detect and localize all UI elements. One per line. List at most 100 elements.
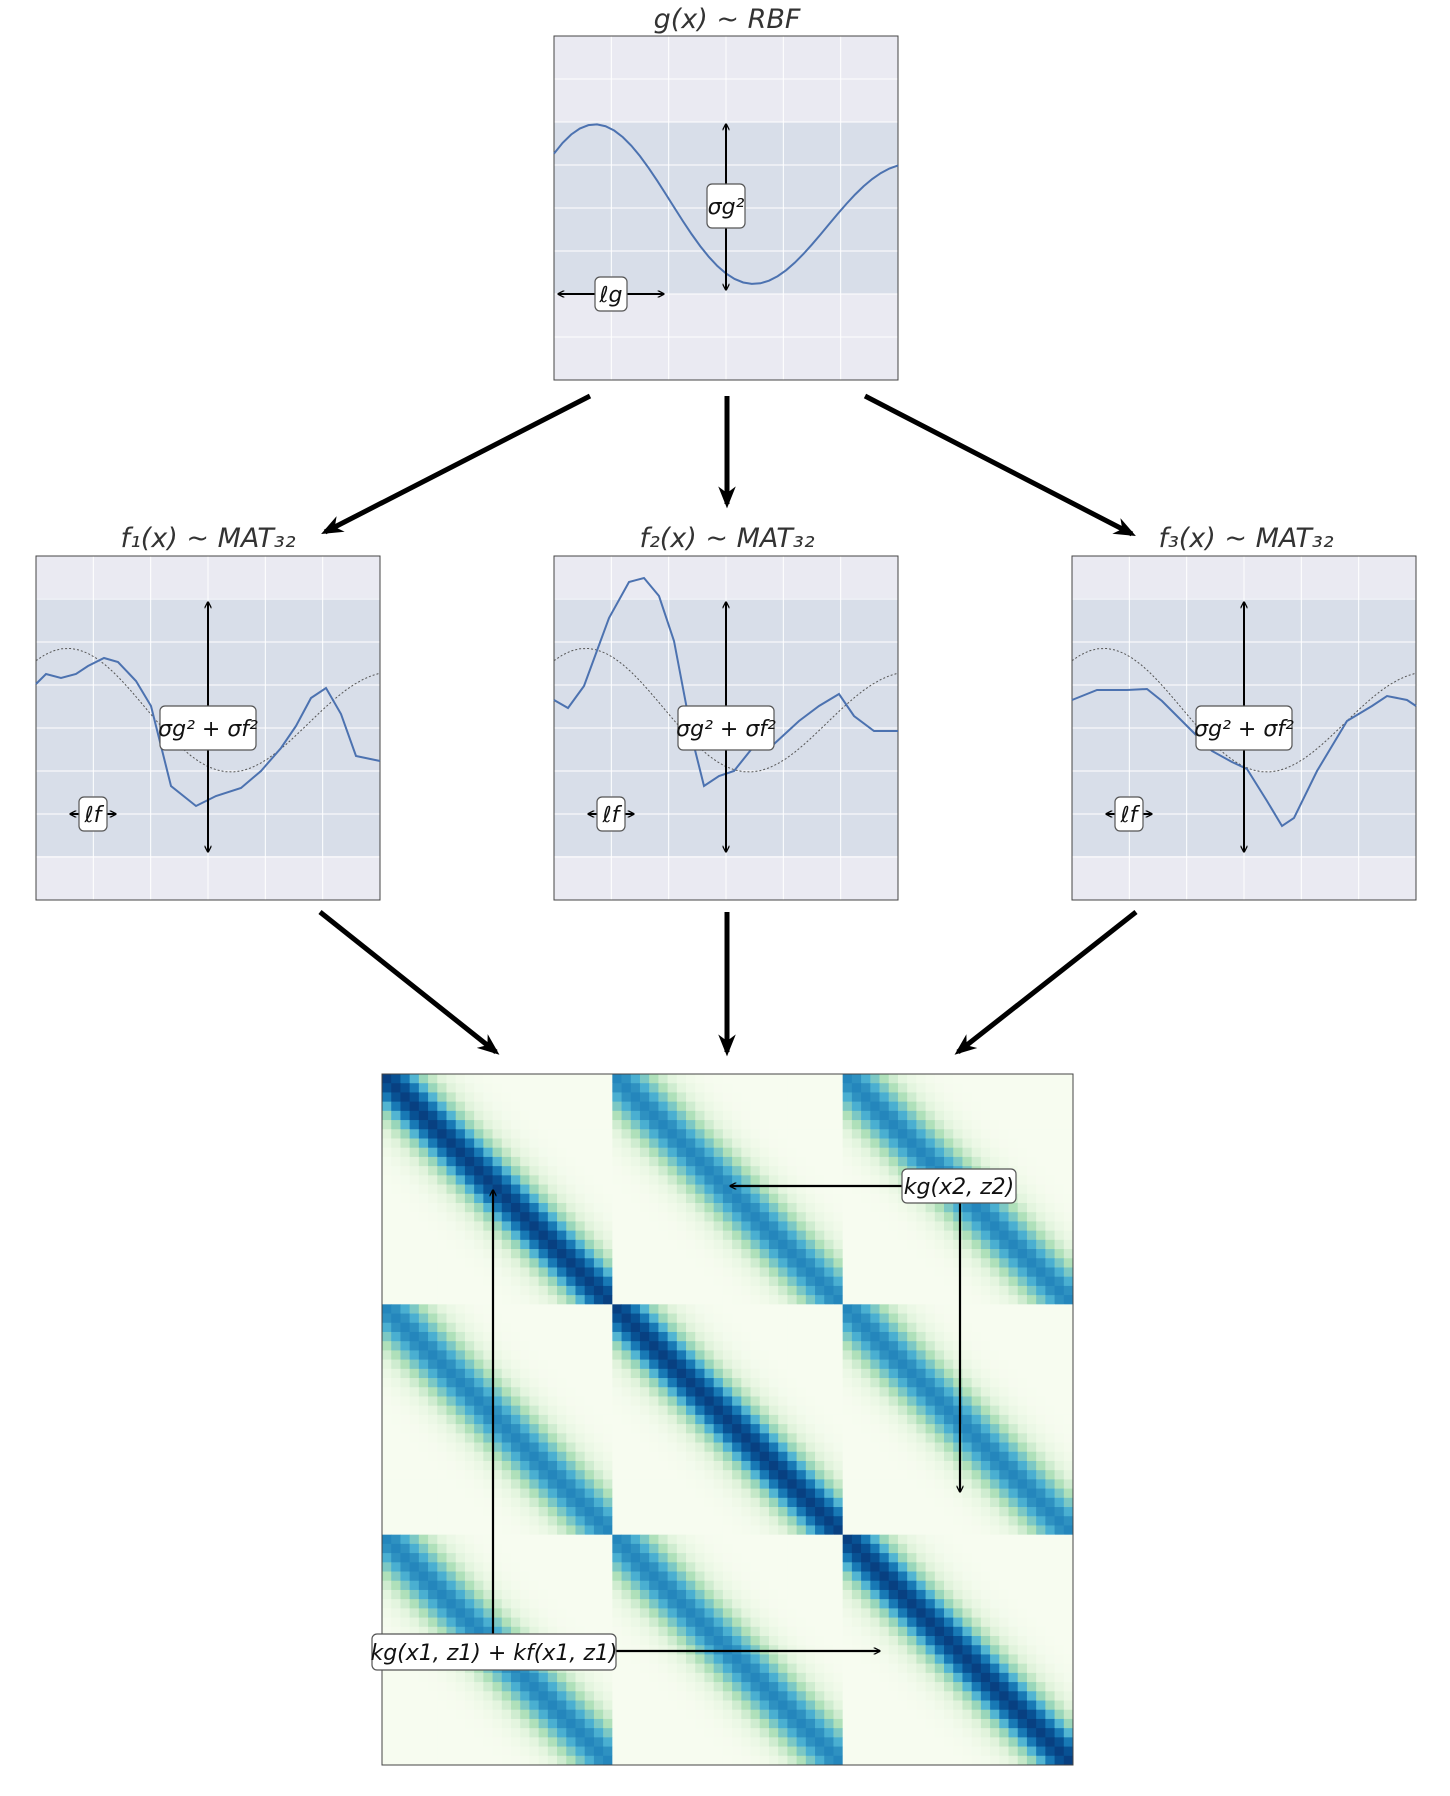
heatmap-cell [593,1092,604,1103]
heatmap-cell [1017,1636,1028,1646]
heatmap-cell [1017,1166,1028,1176]
heatmap-cell [695,1285,705,1296]
heatmap-cell [492,1396,503,1407]
heatmap-cell [778,1304,788,1314]
heatmap-cell [501,1488,512,1499]
heatmap-cell [464,1313,475,1324]
heatmap-cell [538,1525,549,1536]
heatmap-cell [999,1129,1009,1139]
heatmap-cell [980,1451,991,1462]
heatmap-cell [759,1488,770,1499]
heatmap-cell [1054,1101,1065,1112]
heatmap-cell [1008,1433,1019,1443]
heatmap-cell [520,1414,530,1425]
heatmap-cell [778,1534,788,1545]
heatmap-cell [962,1258,973,1268]
heatmap-cell [999,1120,1009,1130]
heatmap-cell [741,1654,751,1665]
heatmap-cell [593,1322,604,1333]
heatmap-cell [538,1589,549,1600]
heatmap-cell [382,1230,392,1241]
heatmap-cell [584,1350,595,1361]
heatmap-cell [667,1636,678,1646]
heatmap-cell [400,1580,411,1591]
heatmap-cell [722,1571,733,1582]
heatmap-cell [474,1156,484,1167]
heatmap-cell [796,1138,807,1149]
heatmap-cell [658,1507,669,1517]
heatmap-cell [916,1258,926,1268]
heatmap-cell [483,1479,493,1489]
heatmap-cell [759,1341,770,1351]
heatmap-cell [621,1101,632,1112]
heatmap-cell [446,1202,457,1213]
heatmap-cell [474,1589,484,1600]
heatmap-cell [980,1387,991,1397]
heatmap-cell [796,1092,807,1103]
heatmap-cell [575,1101,586,1112]
heatmap-cell [455,1516,466,1526]
heatmap-cell [934,1396,945,1407]
heatmap-cell [879,1589,890,1600]
heatmap-cell [603,1470,613,1480]
heatmap-cell [492,1617,503,1628]
heatmap-cell [1036,1442,1046,1453]
heatmap-cell [796,1120,807,1130]
heatmap-cell [418,1221,429,1232]
heatmap-cell [686,1442,696,1453]
heatmap-cell [861,1396,871,1407]
heatmap-cell [722,1212,733,1222]
heatmap-cell [888,1488,899,1499]
heatmap-cell [391,1304,401,1314]
heatmap-cell [520,1184,530,1195]
heatmap-cell [575,1212,586,1222]
heatmap-cell [667,1166,678,1176]
heatmap-cell [391,1414,401,1425]
heatmap-cell [529,1110,540,1121]
heatmap-cell [888,1525,899,1536]
heatmap-cell [593,1313,604,1324]
heatmap-cell [796,1156,807,1167]
heatmap-cell [805,1341,816,1351]
heatmap-cell [676,1101,687,1112]
heatmap-cell [464,1304,475,1314]
heatmap-cell [722,1405,733,1416]
heatmap-cell [520,1626,530,1637]
heatmap-cell [870,1074,880,1084]
heatmap-cell [382,1110,392,1121]
heatmap-cell [639,1571,650,1582]
heatmap-cell [815,1202,825,1213]
heatmap-cell [658,1350,669,1361]
heatmap-cell [722,1636,733,1646]
heatmap-cell [704,1258,715,1268]
heatmap-cell [1008,1110,1019,1121]
heatmap-cell [686,1239,696,1250]
heatmap-cell [907,1516,917,1526]
heatmap-cell [1054,1304,1065,1314]
heatmap-cell [593,1378,604,1388]
heatmap-cell [1054,1589,1065,1600]
heatmap-cell [953,1267,963,1278]
heatmap-cell [1054,1626,1065,1637]
heatmap-cell [870,1092,880,1103]
heatmap-cell [584,1074,595,1084]
heatmap-cell [1026,1101,1037,1112]
heatmap-cell [547,1414,558,1425]
heatmap-cell [483,1212,493,1222]
heatmap-cell [621,1331,632,1342]
heatmap-cell [621,1516,632,1526]
heatmap-cell [557,1322,567,1333]
heatmap-cell [418,1599,429,1609]
heatmap-cell [925,1396,936,1407]
heatmap-cell [732,1599,742,1609]
heatmap-cell [1063,1129,1074,1139]
heatmap-cell [1045,1543,1055,1554]
heatmap-cell [980,1534,991,1545]
heatmap-cell [750,1433,761,1443]
heatmap-cell [934,1626,945,1637]
heatmap-cell [474,1451,484,1462]
heatmap-cell [649,1405,659,1416]
heatmap-cell [907,1221,917,1232]
heatmap-cell [418,1433,429,1443]
heatmap-cell [768,1156,779,1167]
